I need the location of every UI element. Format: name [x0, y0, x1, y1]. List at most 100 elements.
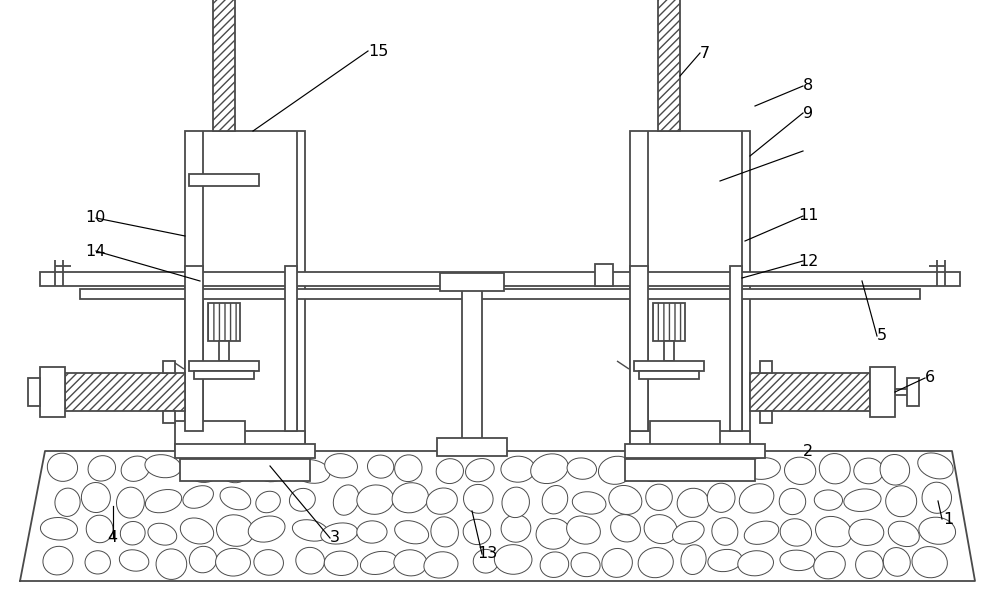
Ellipse shape: [708, 550, 742, 571]
Bar: [870, 367, 895, 417]
Bar: [163, 361, 175, 373]
Ellipse shape: [883, 548, 910, 576]
Ellipse shape: [216, 515, 254, 547]
Ellipse shape: [918, 453, 953, 479]
Ellipse shape: [255, 450, 291, 482]
Ellipse shape: [218, 454, 249, 483]
Text: 12: 12: [798, 253, 818, 268]
Ellipse shape: [216, 548, 250, 576]
Text: 2: 2: [803, 444, 813, 459]
Ellipse shape: [780, 550, 815, 571]
Ellipse shape: [119, 550, 149, 571]
Text: 15: 15: [368, 44, 388, 59]
Ellipse shape: [707, 483, 735, 512]
Ellipse shape: [464, 484, 493, 513]
Ellipse shape: [121, 456, 150, 481]
Bar: [185, 266, 203, 431]
Ellipse shape: [644, 514, 677, 544]
Bar: [750, 373, 870, 411]
Bar: [180, 459, 310, 481]
Bar: [65, 373, 185, 411]
Bar: [630, 431, 750, 451]
Bar: [634, 361, 704, 371]
Ellipse shape: [785, 457, 816, 484]
Ellipse shape: [919, 517, 956, 544]
Ellipse shape: [571, 553, 600, 577]
Bar: [653, 303, 685, 341]
Ellipse shape: [85, 551, 110, 574]
Bar: [630, 266, 648, 431]
Ellipse shape: [639, 460, 663, 482]
Ellipse shape: [501, 514, 531, 542]
Ellipse shape: [780, 519, 812, 546]
Text: 7: 7: [700, 45, 710, 61]
Ellipse shape: [81, 482, 110, 513]
Ellipse shape: [321, 523, 358, 544]
Ellipse shape: [844, 489, 881, 511]
Bar: [185, 131, 305, 451]
Ellipse shape: [744, 521, 779, 544]
Ellipse shape: [779, 488, 806, 514]
Ellipse shape: [254, 550, 283, 575]
Ellipse shape: [148, 523, 177, 545]
Ellipse shape: [681, 545, 706, 574]
Ellipse shape: [120, 522, 145, 545]
Ellipse shape: [145, 454, 181, 478]
Bar: [40, 272, 960, 286]
Ellipse shape: [745, 458, 780, 479]
Bar: [658, 0, 680, 131]
Ellipse shape: [856, 551, 883, 579]
Ellipse shape: [854, 458, 884, 484]
Ellipse shape: [711, 458, 741, 481]
Ellipse shape: [360, 551, 397, 574]
Bar: [730, 266, 742, 431]
Text: 9: 9: [803, 105, 813, 121]
Text: 3: 3: [330, 530, 340, 545]
Bar: [595, 264, 613, 286]
Ellipse shape: [646, 484, 672, 510]
Ellipse shape: [392, 483, 428, 513]
Ellipse shape: [673, 521, 704, 544]
Bar: [907, 378, 919, 406]
Ellipse shape: [473, 550, 498, 573]
Ellipse shape: [677, 488, 709, 518]
Ellipse shape: [739, 484, 774, 513]
Bar: [625, 444, 765, 458]
Bar: [625, 459, 755, 481]
Bar: [285, 266, 297, 431]
Ellipse shape: [602, 548, 632, 578]
Ellipse shape: [682, 454, 709, 478]
Ellipse shape: [814, 551, 845, 579]
Ellipse shape: [815, 516, 852, 547]
Ellipse shape: [395, 521, 429, 544]
Text: 5: 5: [877, 328, 887, 344]
Ellipse shape: [819, 453, 850, 484]
Ellipse shape: [540, 552, 569, 578]
Ellipse shape: [292, 520, 329, 541]
Ellipse shape: [86, 515, 113, 543]
Ellipse shape: [184, 451, 221, 482]
Text: 11: 11: [798, 208, 818, 224]
Bar: [437, 438, 507, 456]
Ellipse shape: [296, 547, 325, 574]
Ellipse shape: [542, 485, 568, 514]
Ellipse shape: [531, 454, 568, 484]
Ellipse shape: [424, 551, 458, 578]
Ellipse shape: [463, 519, 491, 545]
Bar: [175, 421, 245, 451]
Ellipse shape: [395, 455, 422, 482]
Ellipse shape: [357, 485, 394, 514]
Ellipse shape: [55, 488, 80, 516]
Ellipse shape: [598, 456, 634, 484]
Bar: [40, 367, 65, 417]
Ellipse shape: [88, 456, 116, 481]
Ellipse shape: [116, 487, 144, 518]
Bar: [219, 341, 229, 361]
Bar: [189, 174, 259, 186]
Ellipse shape: [466, 459, 494, 482]
Ellipse shape: [738, 551, 773, 576]
Ellipse shape: [436, 459, 463, 484]
Ellipse shape: [156, 549, 187, 579]
Ellipse shape: [43, 547, 73, 575]
Ellipse shape: [814, 490, 843, 510]
